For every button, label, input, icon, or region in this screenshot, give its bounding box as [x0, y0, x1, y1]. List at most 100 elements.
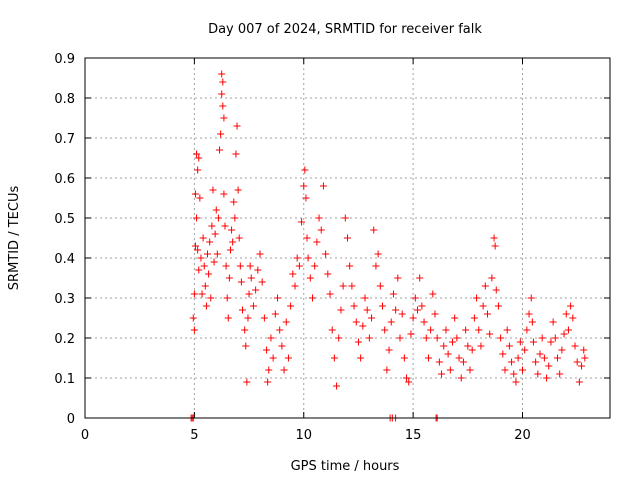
- data-point: [313, 238, 321, 246]
- data-point: [501, 366, 509, 374]
- data-point: [354, 338, 362, 346]
- data-point: [438, 370, 446, 378]
- data-point: [414, 306, 421, 314]
- data-point: [274, 294, 281, 302]
- data-point: [230, 198, 238, 206]
- data-point: [271, 310, 279, 318]
- data-point: [241, 326, 249, 334]
- y-tick-label: 0.6: [54, 172, 75, 187]
- data-point: [491, 242, 499, 250]
- data-point: [581, 354, 589, 362]
- data-point: [198, 290, 206, 298]
- data-point: [481, 282, 489, 290]
- data-point: [499, 350, 507, 358]
- data-point: [269, 354, 277, 362]
- data-point: [260, 314, 268, 322]
- data-point: [194, 166, 202, 174]
- data-point: [225, 274, 233, 282]
- data-point: [278, 342, 286, 350]
- data-point: [389, 290, 397, 298]
- data-point: [298, 218, 306, 226]
- data-point: [309, 294, 316, 302]
- data-point: [403, 374, 411, 382]
- data-point: [578, 362, 586, 370]
- data-point: [210, 258, 218, 266]
- data-point: [573, 358, 581, 366]
- data-point: [220, 114, 228, 122]
- data-point: [330, 354, 338, 362]
- data-point: [195, 154, 203, 162]
- data-point: [514, 354, 522, 362]
- data-point: [348, 282, 356, 290]
- data-point: [235, 234, 243, 242]
- y-tick-label: 0.7: [54, 132, 75, 147]
- data-point: [455, 354, 463, 362]
- data-point: [218, 90, 226, 98]
- data-point: [468, 346, 476, 354]
- data-point: [435, 358, 443, 366]
- data-point: [208, 222, 216, 230]
- data-point: [420, 318, 428, 326]
- data-point: [521, 346, 529, 354]
- data-point: [231, 214, 239, 222]
- data-point: [337, 306, 345, 314]
- data-point: [508, 358, 516, 366]
- data-point: [368, 314, 376, 322]
- data-point: [244, 314, 252, 322]
- data-point: [440, 342, 448, 350]
- data-point: [200, 262, 208, 270]
- data-point: [528, 318, 536, 326]
- y-axis-ticks: 0 0.1 0.2 0.3 0.4 0.5 0.6 0.7 0.8 0.9: [54, 52, 610, 427]
- data-point: [392, 306, 400, 314]
- data-point: [322, 250, 330, 258]
- data-point: [361, 294, 369, 302]
- grid-lines: [85, 58, 610, 418]
- data-point: [223, 294, 231, 302]
- data-point: [236, 262, 244, 270]
- data-point: [365, 334, 373, 342]
- data-point: [549, 318, 557, 326]
- data-point: [264, 378, 272, 386]
- data-point: [370, 226, 378, 234]
- data-point: [213, 250, 221, 258]
- data-point: [212, 206, 220, 214]
- data-point: [510, 370, 518, 378]
- data-point: [346, 262, 354, 270]
- data-point: [398, 310, 406, 318]
- data-point: [197, 254, 205, 262]
- data-point: [202, 302, 210, 310]
- data-point: [571, 342, 579, 350]
- y-tick-label: 0.9: [54, 52, 75, 67]
- data-point: [219, 78, 227, 86]
- data-point: [464, 342, 472, 350]
- data-point: [335, 334, 343, 342]
- data-point: [341, 214, 349, 222]
- data-point: [256, 250, 264, 258]
- data-point: [451, 314, 459, 322]
- data-point: [222, 262, 230, 270]
- data-point: [232, 150, 240, 158]
- y-tick-label: 0.2: [54, 332, 75, 347]
- y-axis-label: SRMTID / TECUs: [7, 186, 22, 291]
- y-tick-label: 0.3: [54, 292, 75, 307]
- x-tick-label: 10: [295, 428, 312, 443]
- data-point: [211, 230, 219, 238]
- x-axis-ticks: 0 5 10 15 20: [81, 58, 531, 443]
- data-point: [239, 306, 246, 314]
- data-point: [247, 274, 255, 282]
- data-point: [442, 326, 450, 334]
- data-point: [503, 326, 511, 334]
- data-point: [529, 338, 537, 346]
- data-point: [190, 290, 198, 298]
- data-point: [234, 186, 242, 194]
- data-point: [193, 214, 201, 222]
- x-tick-label: 0: [81, 428, 89, 443]
- data-point: [433, 334, 441, 342]
- data-point: [224, 314, 232, 322]
- data-point: [196, 194, 204, 202]
- data-point: [350, 302, 358, 310]
- data-point: [418, 302, 426, 310]
- data-point: [328, 326, 336, 334]
- data-points: [187, 70, 589, 422]
